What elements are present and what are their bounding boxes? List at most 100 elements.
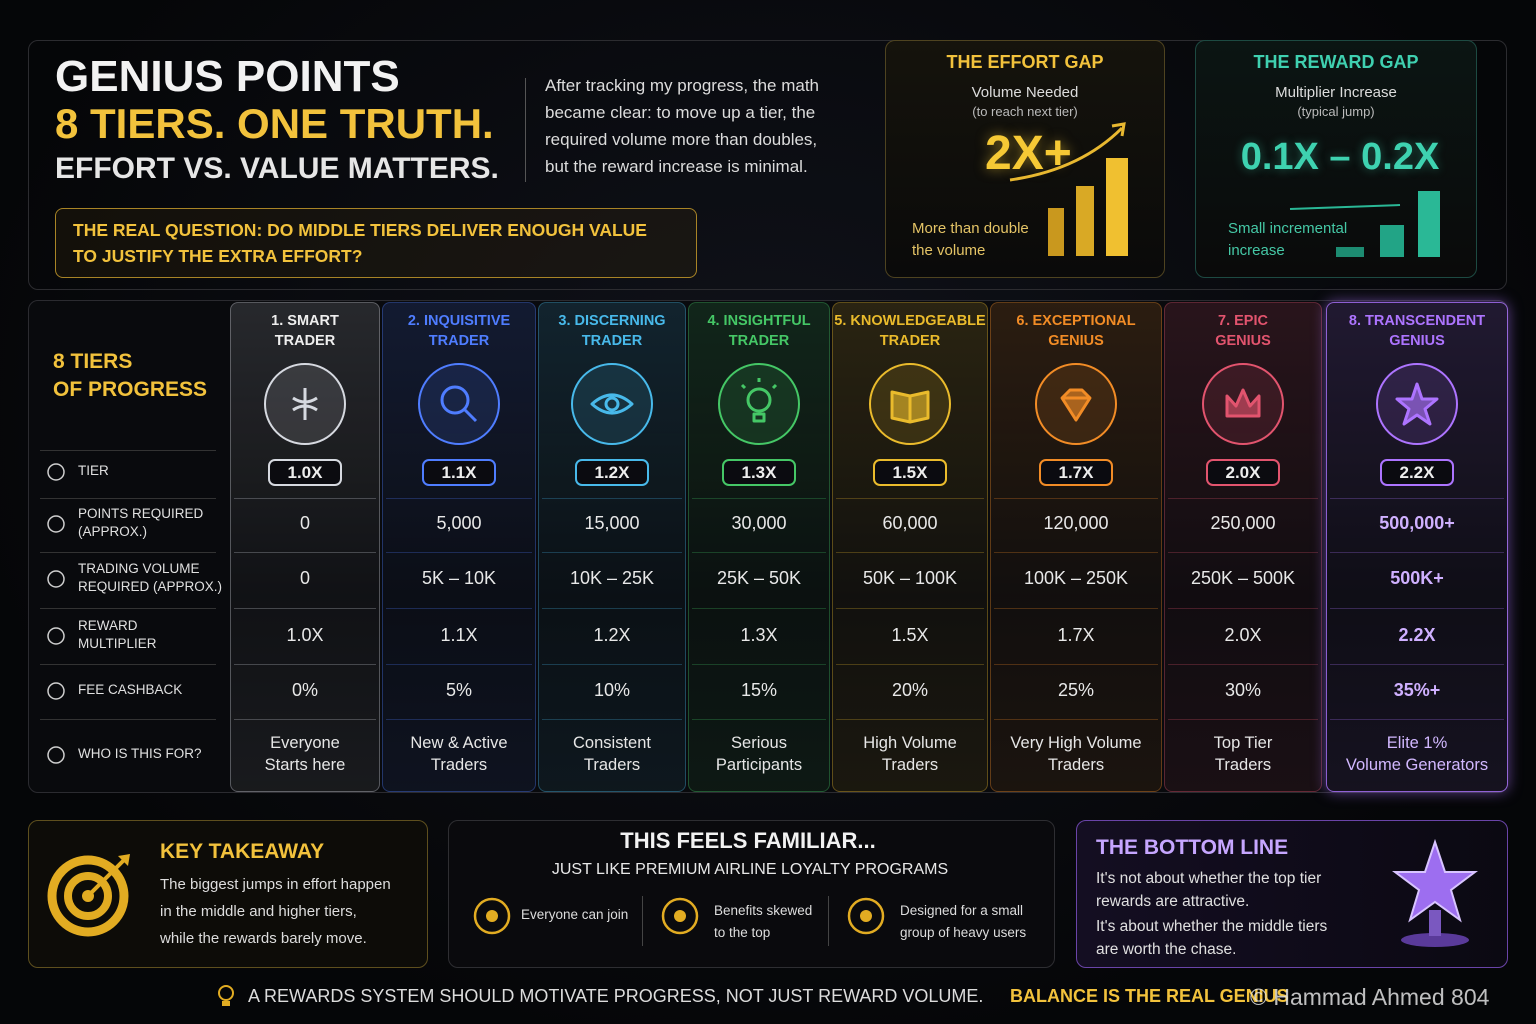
- tier-cashback: 30%: [1224, 680, 1262, 700]
- reward-sublabel: (typical jump): [1297, 104, 1375, 119]
- tier-multiplier: 1.7X: [1057, 625, 1095, 645]
- icon-part: [1392, 838, 1478, 923]
- row-separator: [386, 498, 532, 499]
- row-label: POINTS REQUIRED: [78, 506, 204, 521]
- top-panel: [28, 40, 1507, 290]
- tier-name: TRADER: [428, 333, 490, 349]
- tier-name: 5. KNOWLEDGEABLE: [834, 313, 986, 329]
- effort-note: the volume: [912, 242, 986, 259]
- question-box: [55, 208, 697, 278]
- row-separator: [836, 719, 984, 720]
- icon-part: [1076, 186, 1094, 256]
- icon-part: [674, 910, 686, 922]
- icon-part: [47, 570, 65, 588]
- tier-cashback: 10%: [593, 680, 631, 700]
- tier-audience: Very High Volume: [1010, 734, 1142, 752]
- tier-audience: Starts here: [264, 756, 346, 774]
- tier-column: [832, 302, 988, 792]
- tier-column: [230, 302, 380, 792]
- tier-points: 0: [299, 513, 310, 533]
- icon-part: [1060, 388, 1092, 422]
- tier-badge: 2.0X: [1206, 459, 1280, 486]
- takeaway-box: [28, 820, 428, 968]
- tier-audience: Consistent: [573, 734, 651, 752]
- tier-badge: 1.5X: [873, 459, 947, 486]
- tier-icon: [1202, 363, 1284, 445]
- icon-part: [47, 855, 129, 937]
- item-divider: [642, 896, 643, 946]
- icon-part: [1048, 208, 1064, 256]
- tier-points: 250,000: [1210, 513, 1276, 533]
- icon-part: [1225, 388, 1261, 418]
- bottom-line-text: are worth the chase.: [1096, 941, 1237, 958]
- row-separator: [542, 719, 682, 720]
- icon-part: [1401, 933, 1469, 947]
- takeaway-line: while the rewards barely move.: [160, 930, 367, 947]
- tier-icon: [1376, 363, 1458, 445]
- tier-column: [990, 302, 1162, 792]
- tier-cashback: 25%: [1057, 680, 1095, 700]
- tier-multiplier: 2.2X: [1398, 625, 1436, 645]
- row-separator: [542, 552, 682, 553]
- takeaway-line: The biggest jumps in effort happen: [160, 876, 391, 893]
- takeaway-line: in the middle and higher tiers,: [160, 903, 357, 920]
- tier-volume: 100K – 250K: [1023, 568, 1129, 588]
- icon-part: [47, 627, 65, 645]
- effort-title: THE EFFORT GAP: [946, 52, 1104, 72]
- tier-column: [688, 302, 830, 792]
- footer-highlight: BALANCE IS THE REAL GENIUS: [1010, 986, 1289, 1006]
- tier-cashback: 15%: [740, 680, 778, 700]
- title: GENIUS POINTS: [55, 52, 400, 101]
- row-separator: [1330, 664, 1504, 665]
- tier-name: 3. DISCERNING: [558, 313, 666, 329]
- row-separator: [836, 608, 984, 609]
- icon-part: [590, 393, 634, 415]
- row-separator: [692, 608, 826, 609]
- icon-part: [440, 385, 478, 423]
- tier-name: TRADER: [728, 333, 790, 349]
- tier-audience: Traders: [881, 756, 939, 774]
- familiar-title: THIS FEELS FAMILIAR...: [620, 828, 876, 853]
- row-separator: [1168, 608, 1318, 609]
- intro-line: required volume more than doubles,: [545, 130, 818, 149]
- tier-name: GENIUS: [1389, 333, 1445, 349]
- row-icon: [47, 463, 65, 481]
- tier-badge: 1.7X: [1039, 459, 1113, 486]
- icon-part: [218, 985, 234, 1001]
- row-separator: [692, 498, 826, 499]
- icon-part: [47, 682, 65, 700]
- reward-title: THE REWARD GAP: [1253, 52, 1419, 72]
- row-separator: [994, 719, 1158, 720]
- row-separator: [40, 719, 216, 720]
- table-box: [28, 300, 1508, 793]
- tier-cashback: 5%: [445, 680, 472, 700]
- row-separator: [234, 552, 376, 553]
- tier-volume: 500K+: [1390, 568, 1444, 588]
- icon-part: [292, 388, 318, 420]
- icon-part: [590, 393, 634, 415]
- row-separator: [836, 664, 984, 665]
- tier-name: 6. EXCEPTIONAL: [1016, 313, 1136, 329]
- familiar-item: Benefits skewed: [714, 903, 813, 918]
- row-separator: [234, 664, 376, 665]
- divider: [525, 78, 526, 182]
- tier-cashback: 20%: [891, 680, 929, 700]
- tier-points: 5,000: [436, 513, 482, 533]
- tier-audience: Participants: [715, 756, 803, 774]
- icon-part: [1060, 388, 1092, 422]
- row-separator: [1330, 719, 1504, 720]
- icon-part: [890, 390, 930, 424]
- row-separator: [234, 719, 376, 720]
- icon-part: [418, 363, 500, 445]
- row-separator: [836, 498, 984, 499]
- row-separator: [542, 664, 682, 665]
- row-separator: [994, 498, 1158, 499]
- tier-cashback: 35%+: [1393, 680, 1441, 700]
- icon-part: [1106, 158, 1128, 256]
- icon-part: [1009, 126, 1124, 182]
- row-separator: [40, 608, 216, 609]
- icon-part: [1429, 910, 1441, 936]
- tier-volume: 25K – 50K: [716, 568, 802, 588]
- tier-points: 60,000: [882, 513, 938, 533]
- tier-multiplier: 2.0X: [1224, 625, 1262, 645]
